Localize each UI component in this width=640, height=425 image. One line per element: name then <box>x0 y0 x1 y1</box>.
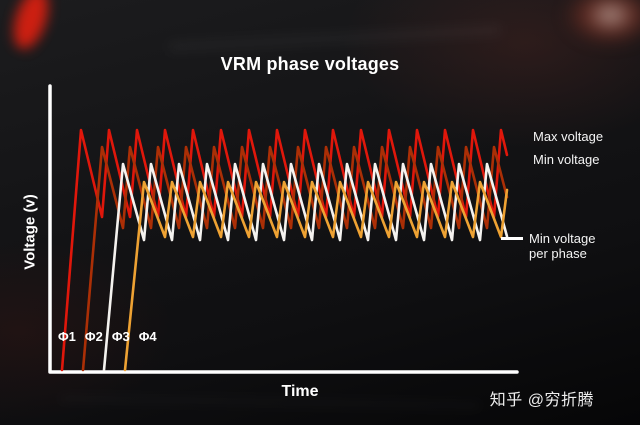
phase-waveform-3 <box>102 162 509 372</box>
phase-labels: Φ1 Φ2 Φ3 Φ4 <box>58 329 157 344</box>
min-per-phase-pointer-line <box>501 237 523 240</box>
phase-waveform-4 <box>123 180 509 372</box>
axes <box>48 84 519 374</box>
min-per-phase-text: Min voltage per phase <box>529 231 595 261</box>
phase-label-3: Φ3 <box>111 329 130 344</box>
min-per-phase-text-line1: Min voltage <box>529 231 596 246</box>
phase-label-2: Φ2 <box>84 329 103 344</box>
phase-label-4: Φ4 <box>138 329 157 344</box>
chart-title: VRM phase voltages <box>220 54 400 74</box>
x-axis-label: Time <box>281 383 319 400</box>
phase-waveform-2 <box>81 145 509 372</box>
y-axis-label: Voltage (v) <box>21 194 39 270</box>
annotation-max-voltage: Max voltage <box>533 129 604 144</box>
min-per-phase-text-line2: per phase <box>529 246 587 261</box>
annotation-min-voltage-per-phase: Min voltage per phase <box>501 231 595 261</box>
annotation-min-voltage: Min voltage <box>533 152 600 167</box>
watermark: 知乎 @穷折腾 <box>489 392 594 409</box>
phase-label-1: Φ1 <box>58 329 76 344</box>
